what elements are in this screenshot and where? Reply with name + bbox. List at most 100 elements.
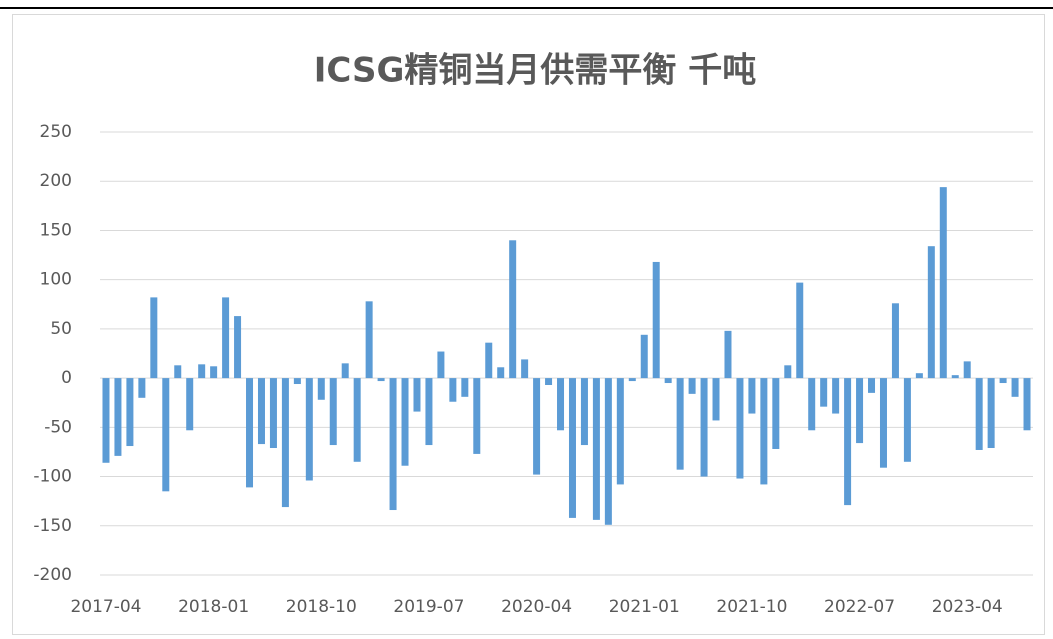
bar	[951, 375, 959, 379]
bar	[927, 246, 935, 379]
bar	[832, 378, 840, 414]
bar	[353, 378, 361, 462]
bar	[939, 187, 947, 379]
bar	[604, 378, 612, 525]
bar	[557, 378, 565, 431]
bar	[293, 378, 301, 385]
bar	[497, 367, 505, 379]
x-tick-label: 2018-10	[286, 597, 357, 617]
bar	[341, 363, 349, 379]
bar	[269, 378, 277, 449]
bar	[664, 378, 672, 384]
bar	[640, 334, 648, 379]
x-tick-label: 2022-07	[824, 597, 895, 617]
bar	[437, 351, 445, 379]
x-tick-label: 2018-01	[178, 597, 249, 617]
bar	[820, 378, 828, 407]
bar	[449, 378, 457, 402]
bar	[174, 365, 182, 379]
bar	[485, 342, 493, 379]
y-tick-label: 100	[40, 270, 72, 290]
x-tick-label: 2023-04	[932, 597, 1003, 617]
bar	[796, 282, 804, 379]
bar	[868, 378, 876, 393]
bar	[736, 378, 744, 479]
bar	[987, 378, 995, 449]
bar	[1023, 378, 1031, 431]
bar	[461, 378, 469, 397]
bar	[1011, 378, 1019, 397]
y-tick-label: 0	[61, 368, 72, 388]
bar	[210, 366, 218, 379]
bar	[246, 378, 254, 488]
y-tick-label: 50	[50, 319, 72, 339]
bar	[317, 378, 325, 400]
bar	[772, 378, 780, 449]
bar	[198, 364, 206, 379]
bar	[377, 378, 385, 382]
y-tick-label: -100	[33, 467, 72, 487]
bar	[891, 303, 899, 379]
bar	[652, 261, 660, 379]
bar	[257, 378, 265, 445]
bar	[844, 378, 852, 506]
bar	[856, 378, 864, 444]
bar	[628, 378, 636, 382]
bar	[963, 361, 971, 379]
bar	[975, 378, 983, 450]
bar	[234, 316, 242, 379]
bar	[186, 378, 194, 431]
bar	[616, 378, 624, 485]
bar	[365, 301, 373, 379]
bar	[568, 378, 576, 518]
y-tick-label: 200	[40, 171, 72, 191]
y-tick-label: 150	[40, 220, 72, 240]
bar	[580, 378, 588, 446]
x-tick-label: 2019-07	[393, 597, 464, 617]
x-tick-label: 2020-04	[501, 597, 572, 617]
bar	[509, 240, 517, 379]
y-tick-label: -200	[33, 565, 72, 585]
bar	[676, 378, 684, 470]
bar	[521, 359, 529, 379]
bar	[700, 378, 708, 477]
bar	[808, 378, 816, 431]
bar	[712, 378, 720, 421]
chart-title: ICSG精铜当月供需平衡 千吨	[314, 51, 756, 91]
bar	[545, 378, 553, 386]
bar	[114, 378, 122, 456]
bar	[138, 378, 146, 398]
bar	[748, 378, 756, 414]
bar	[915, 373, 923, 379]
bar	[389, 378, 397, 511]
bar	[162, 378, 170, 492]
bar	[724, 330, 732, 379]
bar	[126, 378, 134, 447]
bar	[281, 378, 289, 508]
bar	[413, 378, 421, 412]
bar	[592, 378, 600, 520]
bar	[329, 378, 337, 446]
bar	[903, 378, 911, 462]
y-tick-label: -50	[44, 417, 72, 437]
bar	[879, 378, 887, 468]
bar	[688, 378, 696, 394]
chart-frame	[12, 14, 1045, 635]
bar	[401, 378, 409, 466]
bar	[222, 297, 230, 379]
y-tick-label: -150	[33, 516, 72, 536]
y-tick-label: 250	[40, 122, 72, 142]
bar	[425, 378, 433, 446]
bar	[473, 378, 481, 454]
bar	[102, 378, 110, 463]
bar	[784, 365, 792, 379]
x-tick-label: 2021-01	[609, 597, 680, 617]
x-tick-label: 2017-04	[70, 597, 141, 617]
bar	[150, 297, 158, 379]
bar	[533, 378, 541, 475]
bar	[305, 378, 313, 481]
bar	[999, 378, 1007, 384]
bar	[760, 378, 768, 485]
x-tick-label: 2021-10	[716, 597, 787, 617]
